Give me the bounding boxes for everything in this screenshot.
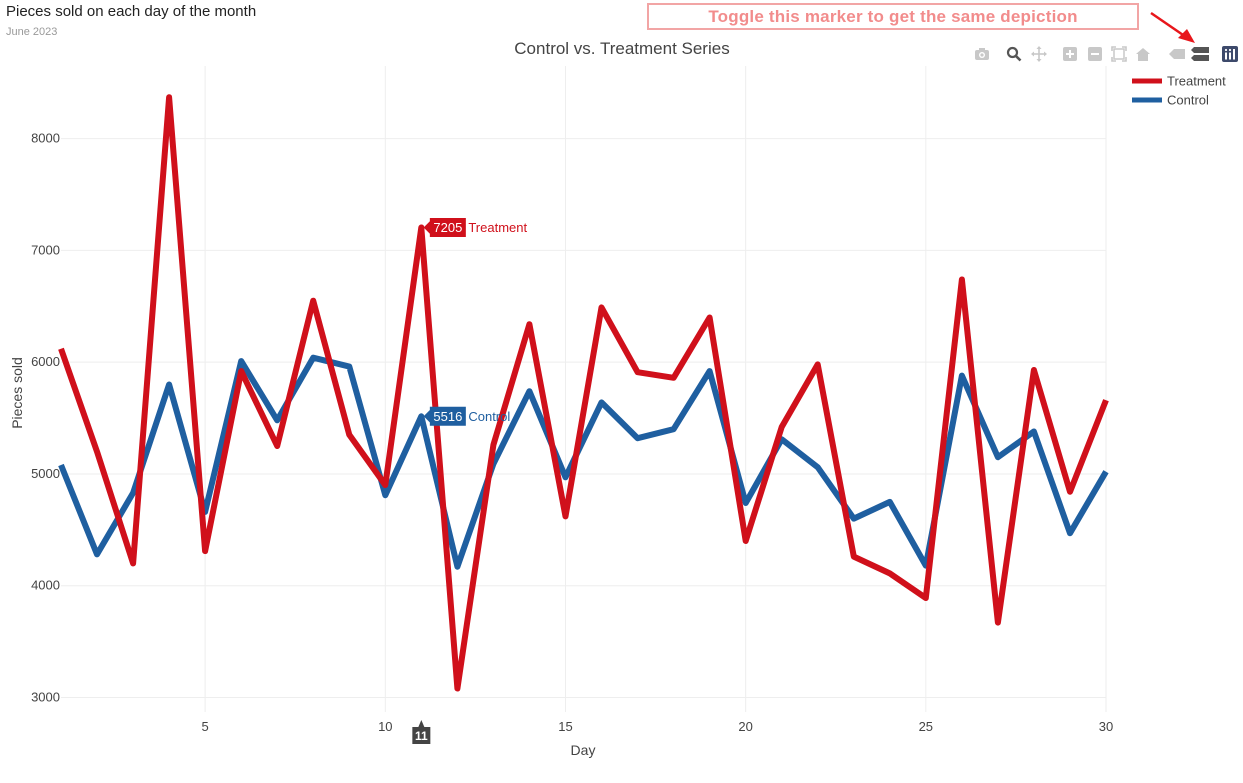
x-tick-label: 20 <box>738 719 752 734</box>
y-tick-labels: 3000 4000 5000 6000 7000 8000 <box>31 131 60 705</box>
hover-box <box>423 218 466 237</box>
hover-label-control: 5516 Control <box>423 406 510 426</box>
page-subtitle: June 2023 <box>6 26 58 38</box>
hover-labels: 7205 Treatment 5516 Control 11 <box>412 218 527 744</box>
callout-note: Toggle this marker to get the same depic… <box>647 3 1139 30</box>
hover-compare-icon[interactable] <box>1190 44 1210 64</box>
hover-x-label: 11 <box>412 720 431 744</box>
legend-item-control[interactable]: Control <box>1132 93 1209 108</box>
x-tick-label: 15 <box>558 719 572 734</box>
y-tick-label: 4000 <box>31 578 60 593</box>
hover-value: 7205 <box>433 220 462 235</box>
zoom-out-icon[interactable] <box>1085 44 1105 64</box>
legend-label: Treatment <box>1167 74 1226 89</box>
reset-axes-icon[interactable] <box>1133 44 1153 64</box>
hover-x-box <box>412 720 431 744</box>
y-tick-label: 8000 <box>31 131 60 146</box>
hover-box <box>423 406 466 426</box>
y-tick-label: 7000 <box>31 242 60 257</box>
x-axis-label: Day <box>571 742 596 758</box>
x-tick-label: 25 <box>919 719 933 734</box>
page-title: Pieces sold on each day of the month <box>6 3 257 20</box>
hover-series-name: Control <box>468 409 510 424</box>
autoscale-icon[interactable] <box>1109 44 1129 64</box>
camera-icon[interactable] <box>972 44 992 64</box>
zoom-icon[interactable] <box>1004 44 1024 64</box>
pan-icon[interactable] <box>1029 44 1049 64</box>
hover-x-value: 11 <box>415 729 428 743</box>
x-tick-labels: 5 10 15 20 25 30 <box>202 719 1114 734</box>
hover-value: 5516 <box>433 409 462 424</box>
hover-label-treatment: 7205 Treatment <box>423 218 527 237</box>
annotation-arrow <box>1150 11 1195 43</box>
hover-closest-icon[interactable] <box>1167 44 1187 64</box>
zoom-in-icon[interactable] <box>1060 44 1080 64</box>
series-line-treatment[interactable] <box>58 94 1109 692</box>
y-tick-label: 6000 <box>31 354 60 369</box>
legend-label: Control <box>1167 93 1209 108</box>
legend[interactable]: Treatment Control <box>1132 74 1226 108</box>
hover-series-name: Treatment <box>468 220 527 235</box>
grid-lines <box>61 66 1107 712</box>
y-tick-label: 5000 <box>31 466 60 481</box>
x-tick-label: 5 <box>202 719 209 734</box>
x-tick-label: 10 <box>378 719 392 734</box>
plotly-logo-icon[interactable] <box>1220 44 1240 64</box>
x-tick-label: 30 <box>1099 719 1113 734</box>
chart-title: Control vs. Treatment Series <box>514 39 729 58</box>
y-axis-label: Pieces sold <box>9 357 25 429</box>
legend-item-treatment[interactable]: Treatment <box>1132 74 1226 89</box>
series-lines[interactable] <box>58 94 1109 692</box>
y-tick-label: 3000 <box>31 689 60 704</box>
